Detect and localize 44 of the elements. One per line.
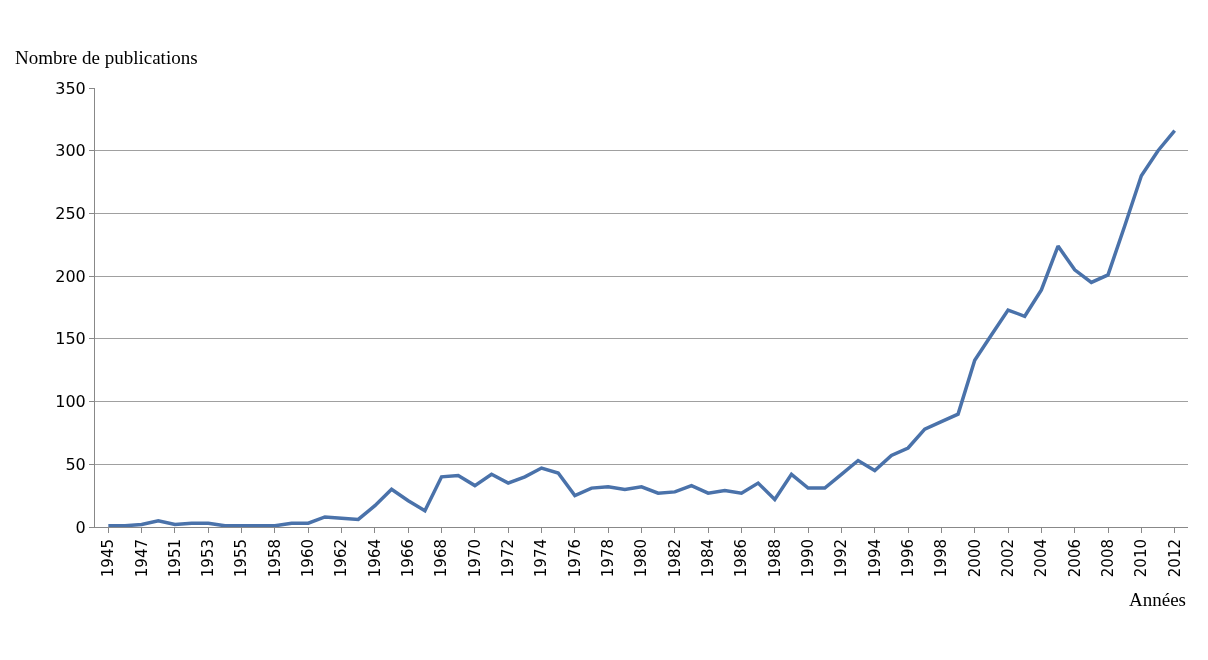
y-tick-label: 100	[55, 392, 86, 412]
y-tick-label: 300	[55, 141, 86, 161]
x-axis-title: Années	[1129, 589, 1186, 610]
x-tick-label: 2006	[1065, 539, 1084, 578]
x-tick-label: 1992	[832, 539, 851, 578]
x-tick-label: 1996	[898, 539, 917, 578]
y-tick-label: 150	[55, 329, 86, 349]
x-tick-label: 1998	[932, 539, 951, 578]
x-tick-label: 2002	[998, 539, 1017, 578]
x-tick-label: 1976	[565, 539, 584, 578]
x-tick-label: 1964	[365, 539, 384, 578]
x-tick-label: 1972	[499, 539, 518, 578]
x-tick-label: 1988	[765, 539, 784, 578]
x-tick-label: 1960	[299, 539, 318, 578]
line-series	[106, 128, 1177, 527]
x-tick-label: 1953	[199, 539, 218, 578]
y-tick-label: 0	[75, 517, 86, 537]
x-tick-label: 2012	[1165, 539, 1184, 578]
x-tick-label: 1958	[265, 539, 284, 578]
x-tick-label: 1968	[432, 539, 451, 578]
x-tick-label: 1980	[632, 539, 651, 578]
x-tick-label: 2000	[965, 539, 984, 578]
x-tick-label: 2008	[1098, 539, 1117, 578]
x-tick-label: 1945	[99, 539, 118, 578]
x-tick-label: 1994	[865, 539, 884, 578]
x-tick-label: 1947	[132, 539, 151, 578]
x-tick-label: 1970	[465, 539, 484, 578]
x-tick-label: 2004	[1032, 539, 1051, 578]
y-tick-label: 50	[65, 454, 86, 474]
x-tick-label: 1966	[399, 539, 418, 578]
x-tick-label: 1974	[532, 539, 551, 578]
x-tick-label: 2010	[1132, 539, 1151, 578]
x-tick-label: 1984	[699, 539, 718, 578]
x-tick-label: 1990	[798, 539, 817, 578]
x-tick-label: 1978	[599, 539, 618, 578]
y-tick-label: 350	[55, 78, 86, 98]
x-tick-label: 1955	[232, 539, 251, 578]
x-tick-label: 1982	[665, 539, 684, 578]
y-tick-label: 250	[55, 204, 86, 224]
x-tick-label: 1951	[165, 539, 184, 578]
x-tick-label: 1962	[332, 539, 351, 578]
y-tick-label: 200	[55, 266, 86, 286]
x-tick-label: 1986	[732, 539, 751, 578]
y-axis-title: Nombre de publications	[15, 47, 198, 68]
